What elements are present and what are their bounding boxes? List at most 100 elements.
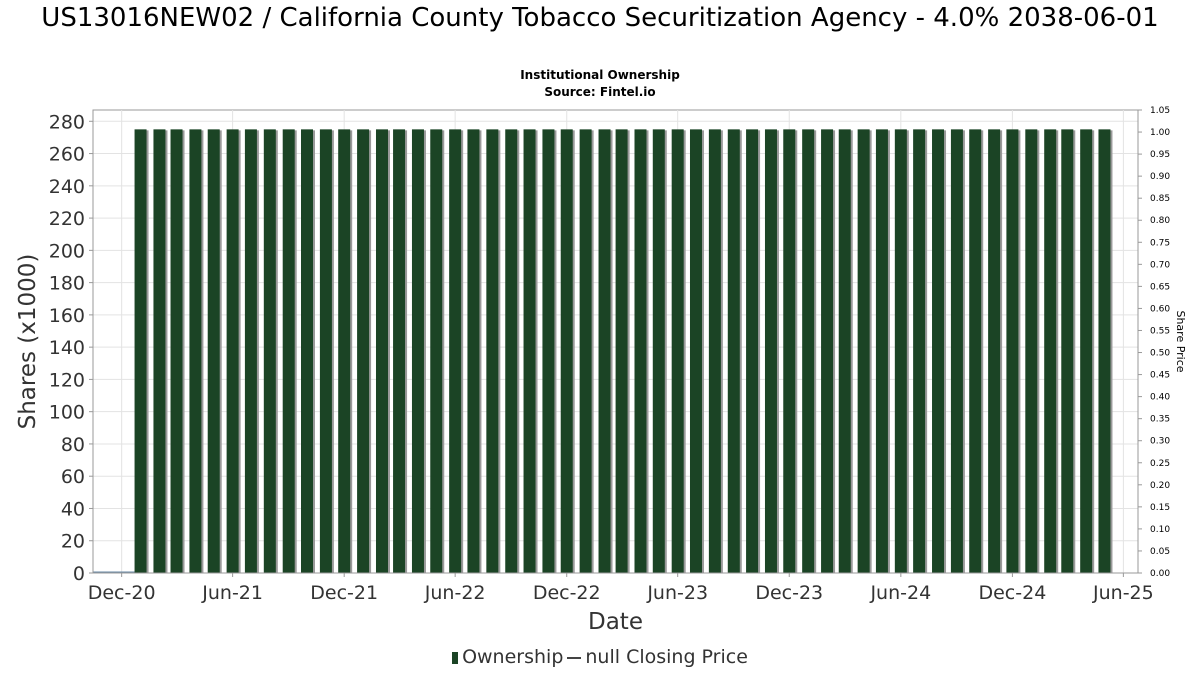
ownership-bar <box>1006 129 1019 573</box>
ownership-bar <box>838 129 851 573</box>
ownership-bar <box>560 129 573 573</box>
ownership-bar <box>300 129 313 573</box>
y2-tick-label: 0.40 <box>1150 393 1170 403</box>
x-axis-label: Date <box>588 609 643 635</box>
x-tick-label: Jun-22 <box>424 582 486 604</box>
y-tick-label: 20 <box>61 531 85 553</box>
ownership-bar <box>598 129 611 573</box>
ownership-chart: 020406080100120140160180200220240260280 … <box>15 106 1187 635</box>
x-tick-label: Jun-24 <box>869 582 931 604</box>
bars-group <box>93 129 1113 573</box>
y2-tick-label: 0.25 <box>1150 459 1170 469</box>
y2-tick-label: 0.00 <box>1150 569 1170 579</box>
y2-tick-label: 0.85 <box>1150 194 1170 204</box>
x-tick-label: Jun-21 <box>201 582 263 604</box>
ownership-bar <box>913 129 926 573</box>
ownership-bar <box>189 129 202 573</box>
ownership-bar <box>449 129 462 573</box>
y2-tick-label: 0.30 <box>1150 437 1170 447</box>
x-tick-label: Jun-23 <box>646 582 708 604</box>
y2-tick-label: 0.60 <box>1150 304 1170 314</box>
ownership-bar <box>671 129 684 573</box>
ownership-bar <box>988 129 1001 573</box>
y2-tick-label: 0.95 <box>1150 150 1170 160</box>
x-tick-label: Jun-25 <box>1092 582 1154 604</box>
ownership-bar <box>1044 129 1057 573</box>
y2-tick-label: 0.05 <box>1150 547 1170 557</box>
ownership-bar <box>969 129 982 573</box>
y-tick-label: 200 <box>49 240 85 262</box>
ownership-bar <box>263 129 276 573</box>
x-tick-label: Dec-22 <box>533 582 601 604</box>
ownership-bar <box>411 129 424 573</box>
y-tick-label: 280 <box>49 111 85 133</box>
ownership-bar <box>134 129 147 573</box>
ownership-bar <box>894 129 907 573</box>
ownership-bar <box>875 129 888 573</box>
y-axis-label: Shares (x1000) <box>15 254 41 430</box>
ownership-bar <box>1098 129 1111 573</box>
ownership-bar <box>764 129 777 573</box>
y2-axis-ticks: 0.00 0.05 0.10 0.15 0.20 0.25 0.30 0.35 0.40 0.45… <box>1138 106 1170 579</box>
y-tick-label: 180 <box>49 273 85 295</box>
ownership-bar <box>338 129 351 573</box>
ownership-bar <box>357 129 370 573</box>
y2-tick-label: 0.50 <box>1150 349 1170 359</box>
x-tick-label: Dec-24 <box>978 582 1046 604</box>
y2-tick-label: 0.80 <box>1150 216 1170 226</box>
ownership-bar <box>857 129 870 573</box>
ownership-bar <box>393 129 406 573</box>
ownership-bar <box>802 129 815 573</box>
y2-tick-label: 0.55 <box>1150 326 1170 336</box>
ownership-bar <box>375 129 388 573</box>
ownership-bar <box>932 129 945 573</box>
ownership-bar <box>282 129 295 573</box>
ownership-bar <box>467 129 480 573</box>
y2-tick-label: 0.75 <box>1150 238 1170 248</box>
ownership-bar <box>727 129 740 573</box>
y2-tick-label: 0.35 <box>1150 415 1170 425</box>
y-tick-label: 220 <box>49 208 85 230</box>
y-tick-label: 140 <box>49 337 85 359</box>
ownership-bar <box>1080 129 1093 573</box>
ownership-bar <box>652 129 665 573</box>
ownership-bar <box>579 129 592 573</box>
ownership-bar <box>821 129 834 573</box>
y2-tick-label: 0.90 <box>1150 172 1170 182</box>
y-tick-label: 120 <box>49 369 85 391</box>
ownership-bar <box>486 129 499 573</box>
ownership-bar <box>207 129 220 573</box>
ownership-bar <box>226 129 239 573</box>
ownership-bar <box>430 129 443 573</box>
y-tick-label: 160 <box>49 305 85 327</box>
y2-tick-label: 1.05 <box>1150 106 1170 116</box>
y2-tick-label: 0.65 <box>1150 282 1170 292</box>
axes-group <box>92 110 1139 574</box>
y-tick-label: 0 <box>73 563 85 585</box>
ownership-legend-swatch <box>452 651 459 664</box>
y2-tick-label: 0.45 <box>1150 371 1170 381</box>
ownership-bar <box>542 129 555 573</box>
ownership-bar <box>950 129 963 573</box>
ownership-bar <box>319 129 332 573</box>
ownership-legend-label: Ownership <box>462 646 564 668</box>
y2-tick-label: 0.15 <box>1150 503 1170 513</box>
ownership-bar <box>153 129 166 573</box>
ownership-bar <box>615 129 628 573</box>
y-tick-label: 260 <box>49 144 85 166</box>
y2-tick-label: 1.00 <box>1150 128 1170 138</box>
closing-price-legend-label: null Closing Price <box>585 646 748 668</box>
ownership-bar <box>1061 129 1074 573</box>
x-tick-label: Dec-21 <box>310 582 378 604</box>
y-axis-ticks: 0 20 40 60 80 100 120 140 160 180 200 220 240 260 280 <box>49 111 93 585</box>
ownership-bar <box>708 129 721 573</box>
ownership-bar <box>1025 129 1038 573</box>
chart-title: US13016NEW02 / California County Tobacco… <box>41 3 1159 33</box>
ownership-bar <box>523 129 536 573</box>
x-axis-ticks: Dec-20 Jun-21 Dec-21 Jun-22 Dec-22 Jun-23 Dec-… <box>88 573 1154 604</box>
chart-source: Source: Fintel.io <box>544 85 656 99</box>
y2-axis-label: Share Price <box>1174 310 1187 372</box>
ownership-bar <box>244 129 257 573</box>
ownership-bar <box>783 129 796 573</box>
y2-tick-label: 0.10 <box>1150 525 1170 535</box>
